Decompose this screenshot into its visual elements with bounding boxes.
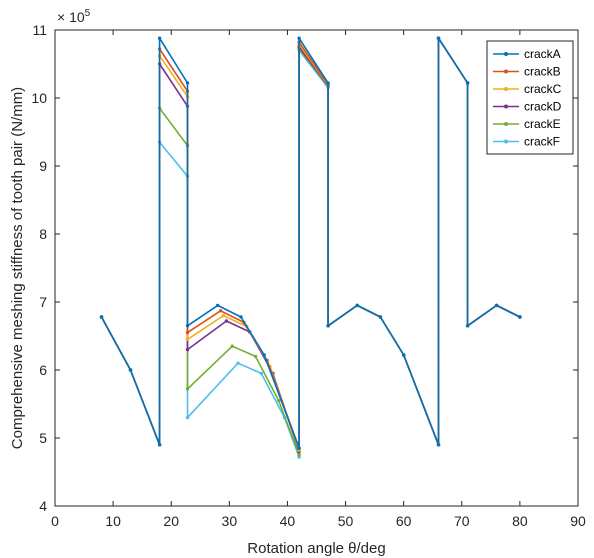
legend-label: crackE	[524, 117, 561, 131]
data-point	[157, 443, 162, 447]
data-point	[436, 36, 441, 40]
data-point	[185, 330, 190, 335]
legend-swatch-marker	[504, 104, 508, 109]
x-tick-label: 70	[454, 513, 470, 529]
x-tick-label: 50	[338, 513, 354, 529]
legend-item-crackA: crackA	[493, 47, 561, 61]
data-point	[218, 309, 223, 313]
data-point	[494, 303, 499, 308]
data-point	[157, 36, 162, 40]
data-point	[326, 324, 330, 328]
data-point	[185, 415, 190, 420]
y-tick-label: 7	[39, 294, 47, 310]
data-point	[185, 387, 190, 391]
data-point	[297, 446, 301, 450]
data-point	[239, 315, 243, 319]
data-point	[297, 453, 301, 457]
legend-label: crackC	[524, 82, 562, 96]
axes-frame	[54, 29, 579, 507]
tick-labels: 0 10 20 30 40 50 60 70 80 90 4 5 6 7 8 9 10 11	[31, 22, 586, 529]
data-point	[236, 361, 240, 365]
data-point	[277, 398, 281, 403]
data-point	[185, 347, 190, 352]
y-tick-label: 6	[39, 362, 47, 378]
data-point	[378, 315, 383, 319]
legend-label: crackF	[524, 135, 560, 149]
data-point	[224, 319, 229, 323]
data-point	[465, 81, 470, 85]
data-point	[402, 353, 406, 357]
series-line-crackA	[100, 37, 521, 449]
data-point	[262, 353, 266, 357]
data-point	[297, 36, 301, 40]
x-tick-label: 30	[222, 513, 238, 529]
legend-box	[486, 40, 574, 155]
data-point	[216, 303, 220, 308]
y-tick-label: 5	[39, 430, 47, 446]
y-tick-label: 4	[39, 498, 47, 514]
legend-swatch-marker	[504, 139, 508, 144]
data-point	[128, 368, 133, 372]
x-tick-label: 0	[51, 513, 59, 529]
data-point	[436, 443, 441, 447]
data-point	[355, 303, 359, 308]
y-tick-label: 11	[32, 22, 47, 38]
y-tick-label: 8	[39, 226, 47, 242]
series-layer	[99, 36, 522, 459]
data-point	[518, 315, 522, 319]
y-tick-label: 10	[31, 90, 47, 106]
legend: crackA crackB crackC crackD crackE crackF	[486, 40, 574, 155]
data-point	[465, 324, 470, 328]
data-point	[259, 371, 263, 376]
legend-label: crackD	[524, 100, 562, 114]
y-exponent-label: × 105	[57, 8, 91, 25]
legend-label: crackA	[524, 47, 561, 61]
x-tick-label: 10	[105, 513, 121, 529]
legend-label: crackB	[524, 65, 561, 79]
legend-item-crackB: crackB	[493, 65, 561, 79]
legend-swatch-marker	[504, 69, 508, 74]
x-tick-label: 80	[512, 513, 528, 529]
y-axis-label: Comprehensive meshing stiffness of tooth…	[9, 87, 26, 449]
x-tick-label: 90	[570, 513, 586, 529]
x-axis-label: Rotation angle θ/deg	[247, 540, 385, 557]
data-point	[185, 337, 190, 342]
x-tick-label: 40	[280, 513, 296, 529]
data-point	[230, 344, 234, 348]
data-point	[221, 313, 226, 318]
data-point	[253, 354, 258, 359]
x-tick-label: 20	[163, 513, 179, 529]
legend-swatch-marker	[504, 87, 508, 91]
legend-item-crackD: crackD	[493, 100, 562, 114]
legend-item-crackF: crackF	[493, 135, 560, 149]
series-crackA	[99, 36, 522, 450]
y-tick-label: 9	[39, 158, 47, 174]
x-tick-label: 60	[396, 513, 412, 529]
data-point	[185, 324, 190, 328]
legend-swatch-marker	[504, 122, 508, 126]
legend-item-crackE: crackE	[493, 117, 561, 131]
axes-box	[54, 29, 579, 507]
data-point	[326, 81, 330, 85]
legend-swatch-marker	[504, 52, 508, 56]
legend-item-crackC: crackC	[493, 82, 562, 96]
data-point	[185, 81, 190, 85]
data-point	[99, 315, 104, 319]
